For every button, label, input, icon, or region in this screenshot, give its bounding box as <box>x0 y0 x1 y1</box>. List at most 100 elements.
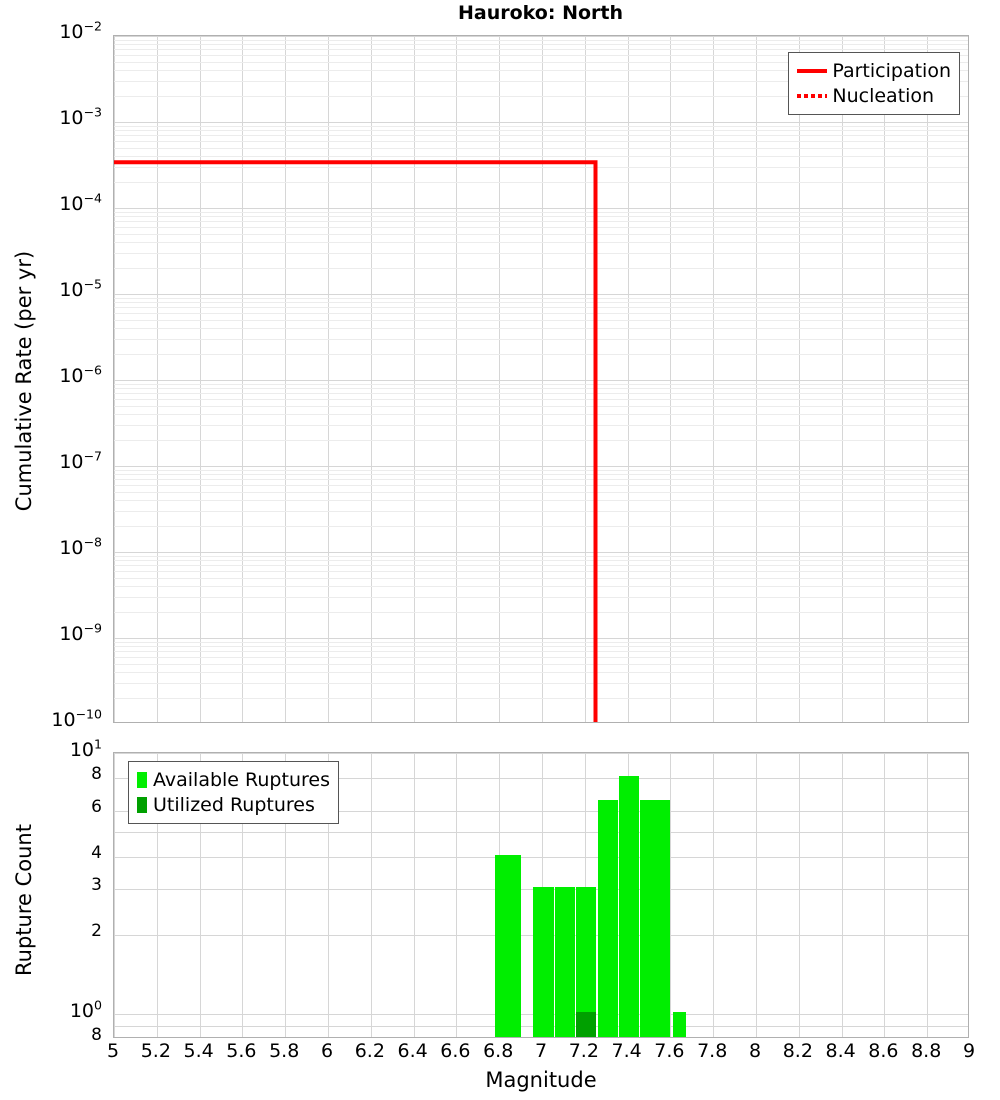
gridline-horizontal-minor <box>114 297 968 299</box>
gridline-horizontal-minor <box>114 571 968 573</box>
x-axis-label: Magnitude <box>485 1068 597 1092</box>
gridline-horizontal-minor <box>114 302 968 304</box>
y-tick-label: 6 <box>91 796 102 817</box>
gridline-horizontal-minor <box>114 651 968 653</box>
y-tick-label: 10−9 <box>59 620 102 645</box>
y-tick-label: 101 <box>69 736 102 761</box>
available-ruptures-bar[interactable] <box>576 887 597 1037</box>
legend-item[interactable]: Nucleation <box>797 83 951 108</box>
gridline-horizontal-minor <box>114 663 968 665</box>
gridline-horizontal-minor <box>114 511 968 512</box>
gridline-horizontal-major <box>114 380 968 381</box>
rupture-bars-layer <box>114 753 968 1037</box>
legend-swatch-square-icon <box>137 771 147 788</box>
gridline-horizontal-major <box>114 294 968 295</box>
x-tick-label: 5.2 <box>140 1040 171 1062</box>
available-ruptures-bar[interactable] <box>494 854 521 1037</box>
gridline-horizontal-minor <box>114 555 968 557</box>
x-tick-label: 5.8 <box>269 1040 300 1062</box>
gridline-vertical <box>328 36 329 722</box>
x-tick-label: 5 <box>106 1040 120 1062</box>
gridline-horizontal-minor <box>114 328 968 330</box>
gridline-horizontal-minor <box>114 242 968 244</box>
x-tick-label: 8.2 <box>782 1040 813 1062</box>
gridline-horizontal-minor <box>114 405 968 407</box>
available-ruptures-bar[interactable] <box>619 776 640 1037</box>
gridline-vertical <box>370 36 372 722</box>
gridline-horizontal-minor <box>114 586 968 588</box>
y-tick-label: 10−8 <box>59 534 102 559</box>
y-tick-label: 10−3 <box>59 104 102 129</box>
y-tick-label: 10−5 <box>59 276 102 301</box>
gridline-horizontal-major <box>114 36 968 37</box>
gridline-vertical <box>413 36 415 722</box>
gridline-horizontal-minor <box>114 672 968 674</box>
x-tick-label: 8 <box>748 1040 762 1062</box>
gridline-vertical <box>114 36 115 722</box>
top-y-tick-labels: 10−2 10−3 10−4 10−5 10−6 10−7 10−8 10−9 10−10 <box>0 20 108 731</box>
legend-item[interactable]: Utilized Ruptures <box>137 792 330 817</box>
gridline-horizontal-minor <box>114 393 968 395</box>
gridline-vertical <box>542 36 543 722</box>
x-tick-label: 6 <box>320 1040 334 1062</box>
legend-item-label: Participation <box>832 59 951 82</box>
gridline-horizontal-minor <box>114 141 968 143</box>
x-tick-label: 6.8 <box>483 1040 514 1062</box>
gridline-horizontal-minor <box>114 440 968 442</box>
available-ruptures-bar[interactable] <box>640 799 671 1037</box>
x-tick-label: 8.8 <box>911 1040 942 1062</box>
gridline-horizontal-minor <box>114 526 968 528</box>
x-tick-label: 6.4 <box>397 1040 428 1062</box>
gridline-horizontal-minor <box>114 646 968 648</box>
available-ruptures-bar[interactable] <box>672 1011 687 1037</box>
gridline-vertical <box>285 36 287 722</box>
available-ruptures-bar[interactable] <box>533 887 554 1037</box>
y-tick-label: 8 <box>91 1025 102 1045</box>
gridline-horizontal-minor <box>114 135 968 137</box>
gridline-horizontal-major <box>114 466 968 467</box>
gridline-horizontal-minor <box>114 167 968 168</box>
y-tick-label: 2 <box>91 921 102 942</box>
gridline-vertical <box>798 36 800 722</box>
gridline-horizontal-minor <box>114 233 968 235</box>
x-tick-label: 8.6 <box>868 1040 899 1062</box>
gridline-horizontal-minor <box>114 683 968 684</box>
gridline-vertical <box>670 36 672 722</box>
gridline-horizontal-minor <box>114 227 968 229</box>
y-tick-label: 10−4 <box>59 190 102 215</box>
x-tick-label: 7.2 <box>568 1040 599 1062</box>
gridline-horizontal-minor <box>114 268 968 270</box>
gridline-horizontal-minor <box>114 182 968 184</box>
gridline-horizontal-minor <box>114 156 968 158</box>
available-ruptures-bar[interactable] <box>554 887 576 1037</box>
legend-item-label: Available Ruptures <box>153 768 330 791</box>
gridline-horizontal-minor <box>114 399 968 401</box>
x-tick-label: 6.2 <box>354 1040 385 1062</box>
bottom-legend: Available Ruptures Utilized Ruptures <box>128 761 339 824</box>
bottom-y-axis-label: Rupture Count <box>12 824 36 976</box>
gridline-horizontal-minor <box>114 307 968 309</box>
utilized-ruptures-bar[interactable] <box>576 1011 597 1037</box>
available-ruptures-bar[interactable] <box>597 799 618 1037</box>
gridline-horizontal-minor <box>114 414 968 416</box>
y-tick-label: 10−6 <box>59 362 102 387</box>
gridline-horizontal-minor <box>114 641 968 643</box>
gridline-vertical <box>627 36 629 722</box>
y-tick-label: 10−2 <box>59 18 102 43</box>
legend-item-label: Utilized Ruptures <box>153 793 315 816</box>
gridline-horizontal-minor <box>114 657 968 659</box>
gridline-horizontal-minor <box>114 388 968 390</box>
legend-item[interactable]: Participation <box>797 58 951 83</box>
page-title: Hauroko: North <box>458 2 623 24</box>
gridline-horizontal-minor <box>114 313 968 315</box>
cumulative-rate-plot: Participation Nucleation <box>113 35 969 723</box>
legend-swatch-dotted-icon <box>797 93 828 98</box>
gridline-horizontal-minor <box>114 354 968 356</box>
y-tick-label: 3 <box>91 875 102 896</box>
gridline-horizontal-major <box>114 638 968 639</box>
top-gridlines <box>114 36 968 722</box>
legend-item[interactable]: Available Ruptures <box>137 767 330 792</box>
legend-swatch-square-icon <box>137 796 147 813</box>
gridline-horizontal-minor <box>114 147 968 149</box>
y-tick-label: 10−10 <box>51 706 102 731</box>
